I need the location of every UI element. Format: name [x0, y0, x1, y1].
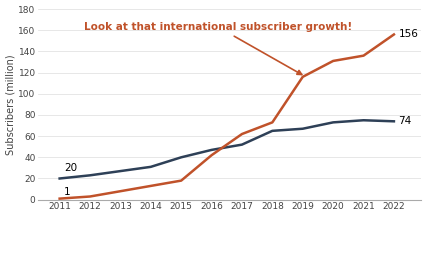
Text: 20: 20	[64, 163, 77, 173]
Text: 74: 74	[397, 116, 411, 126]
Y-axis label: Subscribers (million): Subscribers (million)	[6, 54, 15, 155]
Text: Look at that international subscriber growth!: Look at that international subscriber gr…	[84, 22, 351, 74]
Text: 1: 1	[64, 187, 71, 197]
Text: 156: 156	[397, 29, 417, 39]
